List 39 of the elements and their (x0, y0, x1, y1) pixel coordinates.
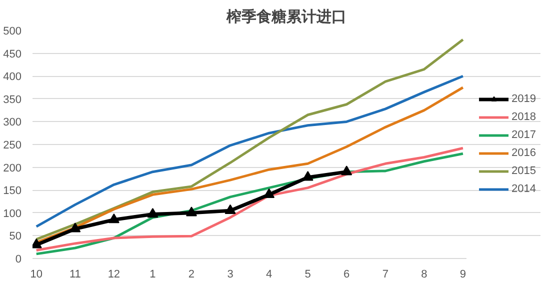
y-tick-label: 500 (3, 26, 22, 38)
point (224, 204, 236, 214)
x-tick-label: 12 (108, 268, 120, 280)
x-tick-label: 5 (304, 268, 311, 280)
x-tick-label: 10 (30, 268, 43, 280)
point (302, 171, 314, 181)
x-tick-label: 1 (150, 268, 156, 280)
y-tick-label: 450 (3, 48, 22, 60)
legend-label: 2017 (512, 129, 536, 141)
y-tick-label: 50 (9, 230, 22, 243)
x-tick-label: 6 (344, 268, 350, 280)
x-tick-label: 2 (188, 268, 195, 280)
point (108, 213, 120, 224)
x-tick-label: 9 (460, 268, 466, 280)
y-tick-label: 400 (3, 71, 22, 84)
y-tick-label: 300 (3, 116, 22, 129)
chart-title: 榨季食糖累计进口 (226, 8, 346, 26)
point (147, 208, 158, 218)
y-tick-label: 200 (3, 162, 22, 174)
legend-label: 2014 (512, 183, 536, 195)
x-tick-label: 7 (382, 268, 388, 280)
x-tick-label: 3 (227, 268, 234, 280)
point (341, 166, 352, 176)
x-tick-label: 8 (421, 268, 428, 280)
point (70, 222, 81, 232)
legend-label: 2019 (512, 93, 536, 105)
legend-label: 2015 (512, 165, 536, 177)
point (264, 188, 275, 198)
x-tick-label: 11 (69, 268, 81, 280)
legend-label: 2018 (512, 111, 536, 123)
point (186, 206, 197, 216)
y-tick-label: 100 (3, 208, 22, 220)
legend-label: 2016 (512, 147, 536, 159)
x-tick-label: 4 (266, 268, 272, 280)
y-tick-label: 150 (3, 185, 22, 198)
line-series (35, 74, 464, 228)
y-tick-label: 350 (3, 94, 22, 106)
y-tick-label: 0 (15, 254, 22, 266)
y-tick-label: 250 (3, 140, 22, 152)
